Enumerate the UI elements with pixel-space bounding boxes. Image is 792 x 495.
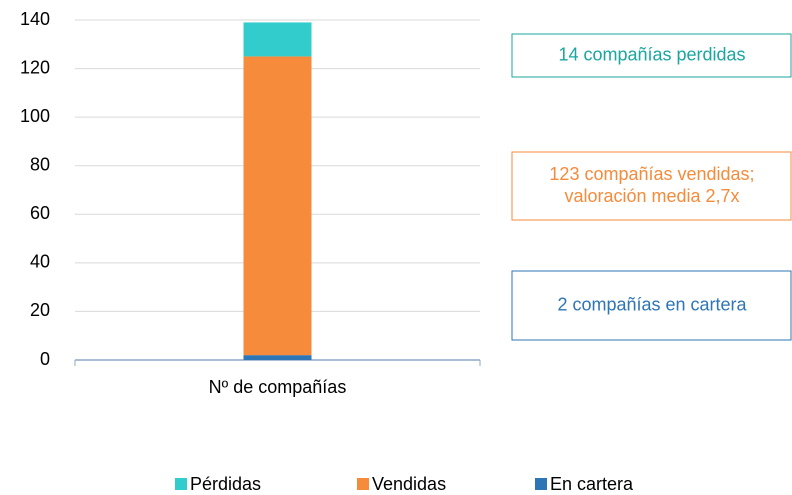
y-tick-label: 40 xyxy=(30,252,50,272)
annotation-box xyxy=(511,151,792,221)
annotation-text: 14 compañías perdidas xyxy=(558,44,745,64)
legend-swatch xyxy=(357,478,369,490)
y-tick-label: 140 xyxy=(20,9,50,29)
legend-label: Pérdidas xyxy=(190,474,261,494)
y-tick-label: 0 xyxy=(40,349,50,369)
bar-segment xyxy=(243,22,312,57)
annotation-text: 2 compañías en cartera xyxy=(557,294,747,314)
legend-label: En cartera xyxy=(550,474,634,494)
legend-swatch xyxy=(535,478,547,490)
legend-label: Vendidas xyxy=(372,474,446,494)
y-tick-label: 120 xyxy=(20,57,50,77)
x-tick-label: Nº de compañías xyxy=(209,377,347,397)
y-tick-label: 80 xyxy=(30,154,50,174)
bar-segment xyxy=(243,355,312,360)
y-tick-label: 100 xyxy=(20,106,50,126)
annotation-box xyxy=(511,270,792,341)
annotation-box xyxy=(511,33,792,78)
y-tick-label: 60 xyxy=(30,203,50,223)
legend-swatch xyxy=(175,478,187,490)
y-tick-label: 20 xyxy=(30,300,50,320)
annotation-text: 123 compañías vendidas; xyxy=(549,164,754,184)
annotation-text: valoración media 2,7x xyxy=(564,186,739,206)
bar-segment xyxy=(243,56,312,356)
